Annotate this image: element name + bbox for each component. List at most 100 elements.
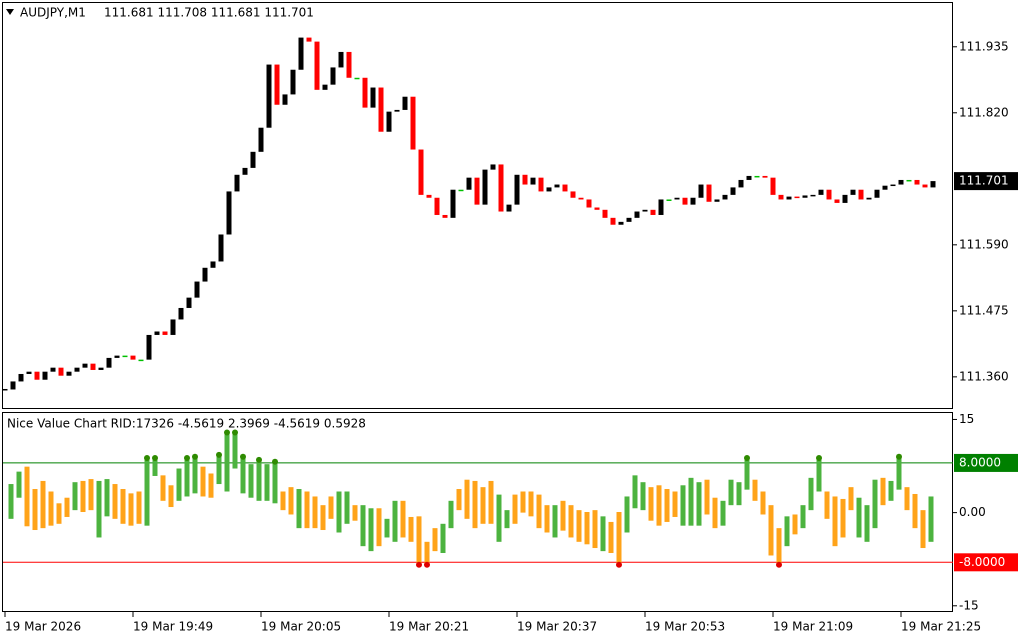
candle — [546, 187, 552, 192]
candle — [50, 367, 56, 372]
value-bar — [320, 505, 326, 531]
candle — [98, 367, 104, 370]
value-bar — [328, 496, 334, 519]
y-tick-label: 111.820 — [959, 105, 1009, 119]
value-bar — [784, 516, 790, 547]
candle — [722, 194, 728, 200]
value-bar — [752, 479, 758, 501]
candle — [162, 331, 168, 335]
overbought-marker — [240, 453, 246, 460]
candle — [434, 197, 440, 215]
value-bar — [528, 491, 534, 517]
candle — [842, 194, 848, 203]
value-bar — [552, 505, 558, 538]
quote-text: 111.681 111.708 111.681 111.701 — [104, 6, 314, 20]
value-bar — [288, 487, 294, 515]
candle — [482, 169, 488, 205]
x-tick-label: 19 Mar 20:21 — [389, 620, 469, 634]
level-label-box — [954, 453, 1018, 472]
candle — [226, 191, 232, 235]
oversold-marker — [776, 561, 782, 568]
overbought-marker — [896, 453, 902, 460]
value-bar — [776, 528, 782, 565]
overbought-marker — [144, 454, 150, 461]
candle — [626, 217, 632, 222]
value-bar — [96, 480, 102, 538]
value-bar — [912, 493, 918, 529]
value-bar — [160, 475, 166, 501]
value-bar — [624, 496, 630, 533]
candle — [106, 357, 112, 368]
candle — [210, 261, 216, 268]
candle — [826, 189, 832, 200]
candle — [762, 175, 768, 178]
value-bar — [656, 485, 662, 526]
overbought-marker — [184, 454, 190, 461]
value-bar — [504, 510, 510, 529]
candle — [362, 77, 368, 108]
value-bar — [408, 516, 414, 542]
value-bar — [312, 496, 318, 529]
candle — [18, 373, 24, 382]
value-bar — [280, 491, 286, 511]
candle — [2, 388, 8, 391]
candle — [834, 199, 840, 203]
x-tick-label: 19 Mar 20:05 — [261, 620, 341, 634]
candle — [282, 94, 288, 105]
candle — [194, 281, 200, 298]
candle — [234, 174, 240, 192]
candle — [186, 297, 192, 308]
candle — [10, 381, 16, 390]
x-tick-label: 19 Mar 21:25 — [901, 620, 981, 634]
candle — [754, 175, 760, 178]
candle — [130, 355, 136, 360]
value-bar — [136, 491, 142, 524]
value-bar — [696, 482, 702, 526]
candle — [114, 355, 120, 358]
candle — [634, 211, 640, 218]
value-bar — [248, 464, 254, 498]
candle — [882, 185, 888, 190]
candle — [450, 189, 456, 218]
value-bar — [376, 508, 382, 547]
value-bar — [744, 457, 750, 490]
candle — [466, 177, 472, 190]
value-bar — [520, 491, 526, 513]
value-bar — [928, 496, 934, 542]
candle — [506, 204, 512, 212]
value-bar — [368, 508, 374, 552]
candle — [386, 111, 392, 132]
value-bar — [456, 489, 462, 511]
value-bar — [56, 503, 62, 524]
value-bar — [128, 493, 134, 526]
value-bar — [40, 480, 46, 529]
value-bar — [640, 482, 646, 511]
candle — [530, 177, 536, 185]
candle — [74, 367, 80, 372]
value-bar — [448, 500, 454, 529]
value-bar — [672, 491, 678, 517]
value-bar — [736, 482, 742, 506]
value-bar — [840, 498, 846, 538]
value-bar — [808, 477, 814, 511]
candle — [874, 189, 880, 198]
value-bar — [584, 512, 590, 545]
value-bar — [200, 466, 206, 497]
candle — [786, 196, 792, 200]
candle — [290, 69, 296, 95]
symbol-menu-arrow[interactable] — [6, 9, 14, 15]
candle — [930, 181, 936, 188]
value-bar — [648, 487, 654, 521]
candle — [354, 77, 360, 80]
candle — [154, 331, 160, 335]
value-bar — [216, 454, 222, 485]
current-price-label: 111.701 — [959, 174, 1009, 188]
candle — [458, 189, 464, 192]
y-tick-label: 111.360 — [959, 369, 1009, 383]
candle — [738, 179, 744, 188]
candle — [706, 184, 712, 202]
candle — [794, 196, 800, 199]
y-tick-label: 0.00 — [959, 505, 986, 519]
value-bar — [512, 494, 518, 524]
